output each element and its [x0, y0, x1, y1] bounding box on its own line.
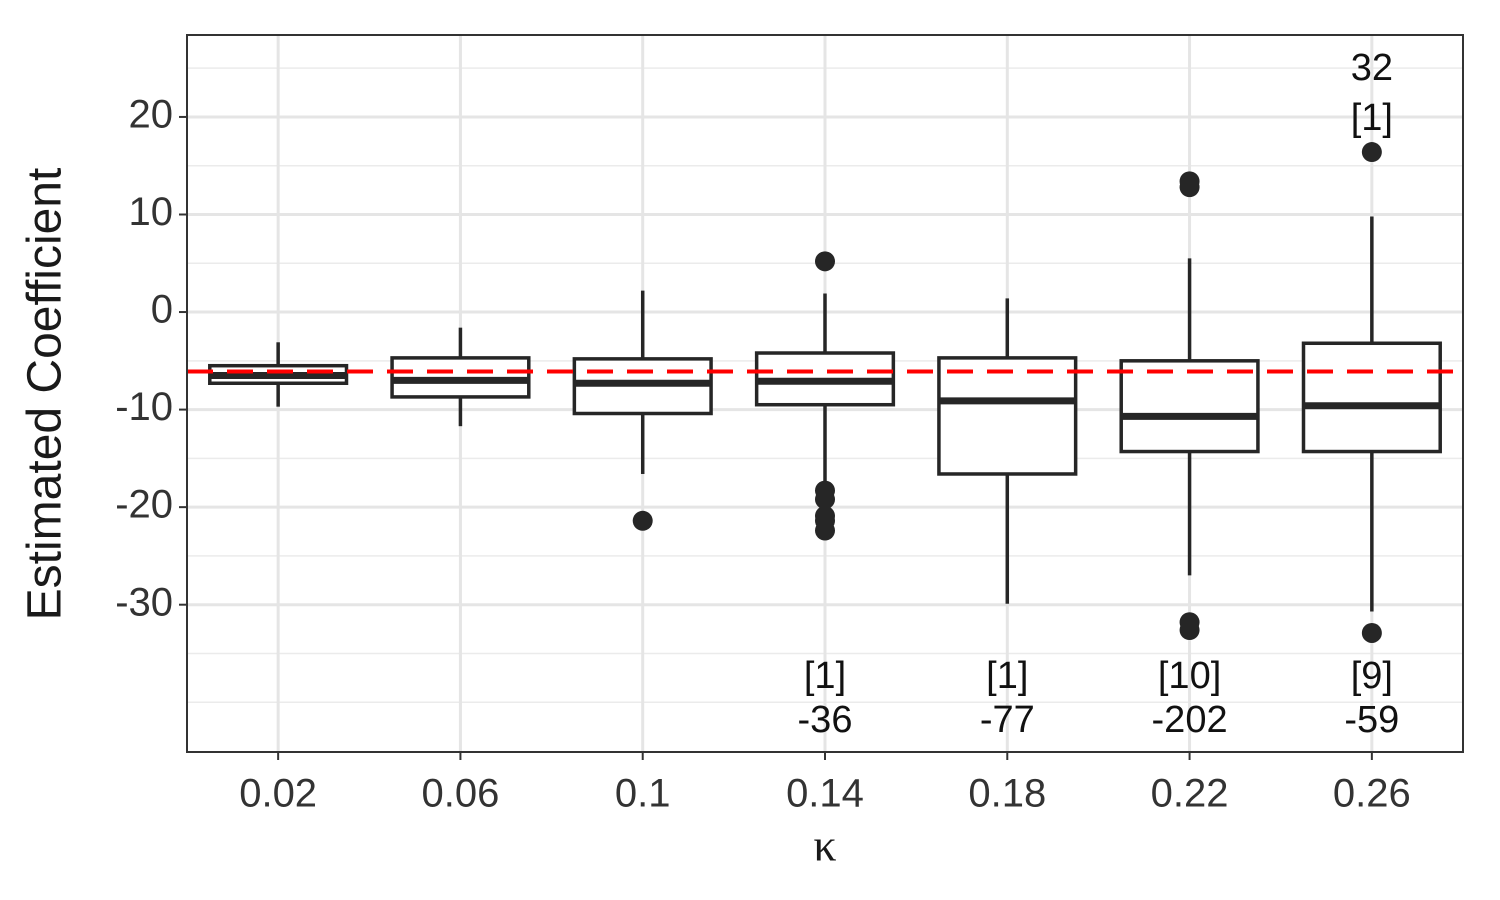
marks — [187, 142, 1463, 643]
box — [1301, 341, 1442, 454]
outlier — [1361, 142, 1382, 163]
y-tick-label: -30 — [115, 580, 173, 624]
outlier — [632, 510, 653, 531]
outlier — [815, 251, 835, 272]
x-tick-label: 0.02 — [239, 772, 317, 816]
x-tick-label: 0.22 — [1151, 772, 1229, 816]
annotation: 32 — [1351, 47, 1393, 89]
x-tick-label: 0.1 — [615, 772, 671, 816]
y-tick-label: 10 — [129, 190, 174, 234]
box — [937, 356, 1078, 476]
annotation: -202 — [1152, 699, 1228, 741]
x-tick-label: 0.06 — [421, 772, 499, 816]
x-axis-label: κ — [813, 820, 836, 871]
box — [1119, 359, 1260, 454]
outlier — [1179, 620, 1200, 641]
annotation: [10] — [1158, 655, 1221, 697]
annotation: [1] — [986, 655, 1028, 697]
x-tick-label: 0.26 — [1333, 772, 1411, 816]
y-tick-label: 20 — [129, 93, 174, 137]
annotation: [1] — [804, 655, 846, 697]
y-tick-label: 0 — [151, 288, 173, 332]
y-tick-label: -10 — [115, 385, 173, 429]
outlier — [1361, 622, 1382, 643]
x-tick-label: 0.14 — [786, 772, 864, 816]
outlier — [815, 520, 835, 541]
y-tick-label: -20 — [115, 483, 173, 527]
outlier — [815, 489, 835, 510]
y-axis-label: Estimated Coefficient — [19, 168, 72, 621]
outlier — [1179, 177, 1200, 198]
annotation: -36 — [798, 699, 853, 741]
annotation: -77 — [980, 699, 1035, 741]
x-tick-label: 0.18 — [968, 772, 1046, 816]
annotation: -59 — [1344, 699, 1399, 741]
annotation: [1] — [1351, 97, 1393, 139]
annotation: [9] — [1351, 655, 1393, 697]
